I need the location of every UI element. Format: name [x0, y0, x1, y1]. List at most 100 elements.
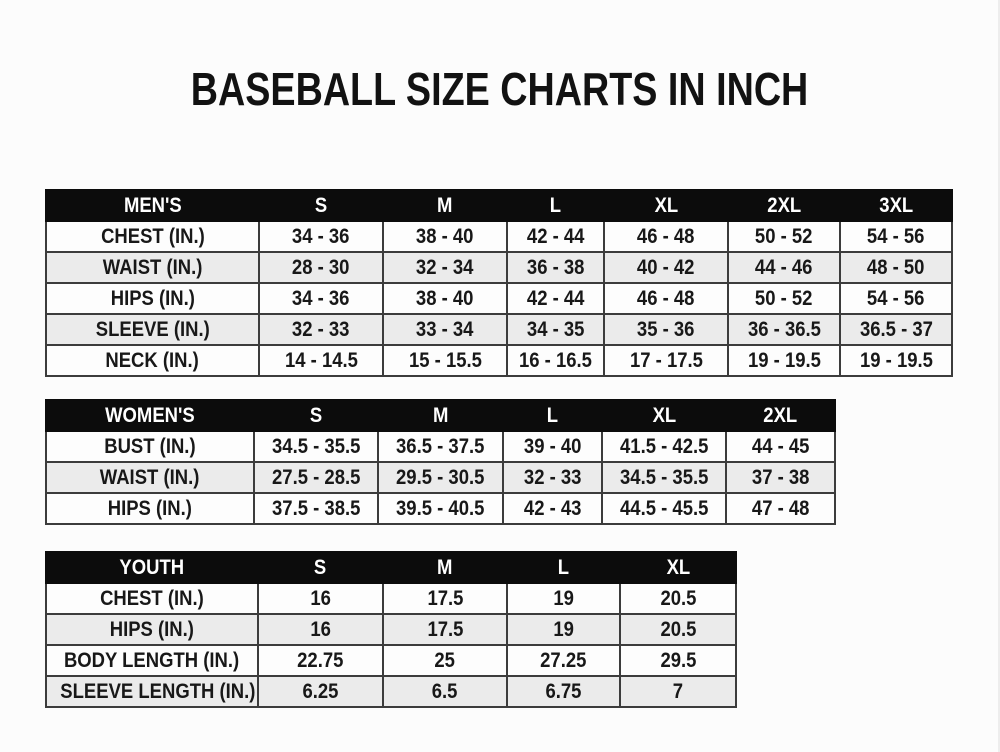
table-row: CHEST (IN.) 16 17.5 19 20.5 [45, 582, 737, 615]
header-label: M [437, 193, 453, 217]
size-value-cell: 36.5 - 37 [839, 313, 953, 346]
mens-size-table: MEN'S S M L XL 2XL 3XL CHEST (IN.) 34 - 36 38 - 4… [45, 189, 953, 377]
size-column-header: M [382, 551, 508, 584]
size-column-header: 3XL [839, 189, 953, 222]
size-value: 54 - 56 [867, 224, 925, 248]
row-label-cell: CHEST (IN.) [45, 582, 259, 615]
table-row: WAIST (IN.) 27.5 - 28.5 29.5 - 30.5 32 - 33… [45, 461, 836, 494]
header-label: L [546, 403, 559, 427]
mens-table: MEN'S S M L XL 2XL 3XL CHEST (IN.) 34 - 36 38 - 4… [45, 189, 953, 377]
size-value-cell: 20.5 [619, 613, 737, 646]
size-value-cell: 44 - 45 [725, 430, 836, 463]
size-value: 37.5 - 38.5 [271, 496, 361, 520]
header-label: 2XL [767, 193, 801, 217]
header-row: MEN'S S M L XL 2XL 3XL [45, 189, 953, 222]
header-label: L [557, 555, 570, 579]
size-value: 16 [310, 617, 331, 641]
table-row: HIPS (IN.) 16 17.5 19 20.5 [45, 613, 737, 646]
size-value: 14 - 14.5 [284, 348, 358, 372]
row-label-cell: WAIST (IN.) [45, 251, 260, 284]
size-value-cell: 42 - 44 [506, 282, 605, 315]
table-row: WAIST (IN.) 28 - 30 32 - 34 36 - 38 40 - 42 4… [45, 251, 953, 284]
header-row: YOUTH S M L XL [45, 551, 737, 584]
size-value: 35 - 36 [637, 317, 695, 341]
size-value: 44.5 - 45.5 [619, 496, 709, 520]
header-label: XL [652, 403, 676, 427]
size-value: 36 - 38 [526, 255, 585, 279]
size-value: 19 [553, 586, 574, 610]
size-value-cell: 36.5 - 37.5 [377, 430, 504, 463]
size-value: 33 - 34 [416, 317, 474, 341]
row-label-cell: HIPS (IN.) [45, 492, 255, 525]
size-column-header: 2XL [725, 399, 836, 432]
size-value: 36.5 - 37.5 [396, 434, 485, 458]
size-value-cell: 54 - 56 [839, 282, 953, 315]
size-value-cell: 39 - 40 [502, 430, 603, 463]
size-value: 19 [553, 617, 574, 641]
row-label: BUST (IN.) [104, 434, 196, 458]
header-label: S [314, 193, 328, 217]
size-value-cell: 29.5 - 30.5 [377, 461, 504, 494]
size-value: 34 - 36 [292, 286, 350, 310]
size-value: 36.5 - 37 [859, 317, 933, 341]
size-value-cell: 6.5 [382, 675, 508, 708]
row-label-cell: HIPS (IN.) [45, 613, 259, 646]
row-label-cell: SLEEVE (IN.) [45, 313, 260, 346]
size-value: 48 - 50 [867, 255, 925, 279]
row-label-cell: SLEEVE LENGTH (IN.) [45, 675, 259, 708]
row-label-cell: CHEST (IN.) [45, 220, 260, 253]
size-value-cell: 34 - 36 [258, 282, 384, 315]
size-value-cell: 16 [257, 582, 384, 615]
size-value-cell: 34 - 36 [258, 220, 384, 253]
size-value: 27.25 [540, 648, 587, 672]
size-column-header: XL [601, 399, 727, 432]
size-value: 6.25 [302, 679, 339, 703]
size-value: 19 - 19.5 [747, 348, 821, 372]
header-label: YOUTH [119, 555, 185, 579]
size-value-cell: 46 - 48 [603, 282, 729, 315]
size-column-header: 2XL [727, 189, 841, 222]
size-value-cell: 48 - 50 [839, 251, 953, 284]
row-label: SLEEVE LENGTH (IN.) [60, 679, 256, 703]
youth-size-table: YOUTH S M L XL CHEST (IN.) 16 17.5 19 20.5 HIPS (I… [45, 551, 737, 708]
row-label-cell: BODY LENGTH (IN.) [45, 644, 259, 677]
row-label-cell: BUST (IN.) [45, 430, 255, 463]
row-label: HIPS (IN.) [107, 496, 193, 520]
row-label-cell: HIPS (IN.) [45, 282, 260, 315]
row-label: WAIST (IN.) [102, 255, 203, 279]
size-value: 42 - 44 [526, 224, 585, 248]
row-label: HIPS (IN.) [110, 286, 195, 310]
size-value: 34.5 - 35.5 [271, 434, 361, 458]
header-label: WOMEN'S [105, 403, 195, 427]
table-title-header: WOMEN'S [45, 399, 255, 432]
size-value: 34 - 35 [526, 317, 585, 341]
size-column-header: XL [619, 551, 737, 584]
size-value-cell: 37.5 - 38.5 [253, 492, 379, 525]
size-value-cell: 32 - 34 [382, 251, 508, 284]
table-row: HIPS (IN.) 34 - 36 38 - 40 42 - 44 46 - 48 50… [45, 282, 953, 315]
size-value-cell: 17.5 [382, 582, 508, 615]
row-label: SLEEVE (IN.) [95, 317, 210, 341]
size-value: 47 - 48 [751, 496, 810, 520]
size-column-header: L [506, 189, 605, 222]
row-label: NECK (IN.) [105, 348, 200, 372]
table-row: SLEEVE (IN.) 32 - 33 33 - 34 34 - 35 35 - 36… [45, 313, 953, 346]
size-value: 38 - 40 [416, 224, 474, 248]
size-value: 50 - 52 [755, 224, 813, 248]
size-value-cell: 14 - 14.5 [258, 344, 384, 377]
header-label: L [549, 193, 562, 217]
row-label-cell: NECK (IN.) [45, 344, 260, 377]
table-row: NECK (IN.) 14 - 14.5 15 - 15.5 16 - 16.5 17 … [45, 344, 953, 377]
header-label: 3XL [879, 193, 913, 217]
size-value: 17.5 [427, 617, 463, 641]
size-column-header: L [506, 551, 621, 584]
table-title-header: YOUTH [45, 551, 259, 584]
size-value: 25 [434, 648, 456, 672]
size-value-cell: 22.75 [257, 644, 384, 677]
size-value-cell: 19 [506, 613, 621, 646]
size-value-cell: 19 [506, 582, 621, 615]
size-value: 46 - 48 [637, 286, 695, 310]
table-title-header: MEN'S [45, 189, 260, 222]
size-column-header: XL [603, 189, 729, 222]
